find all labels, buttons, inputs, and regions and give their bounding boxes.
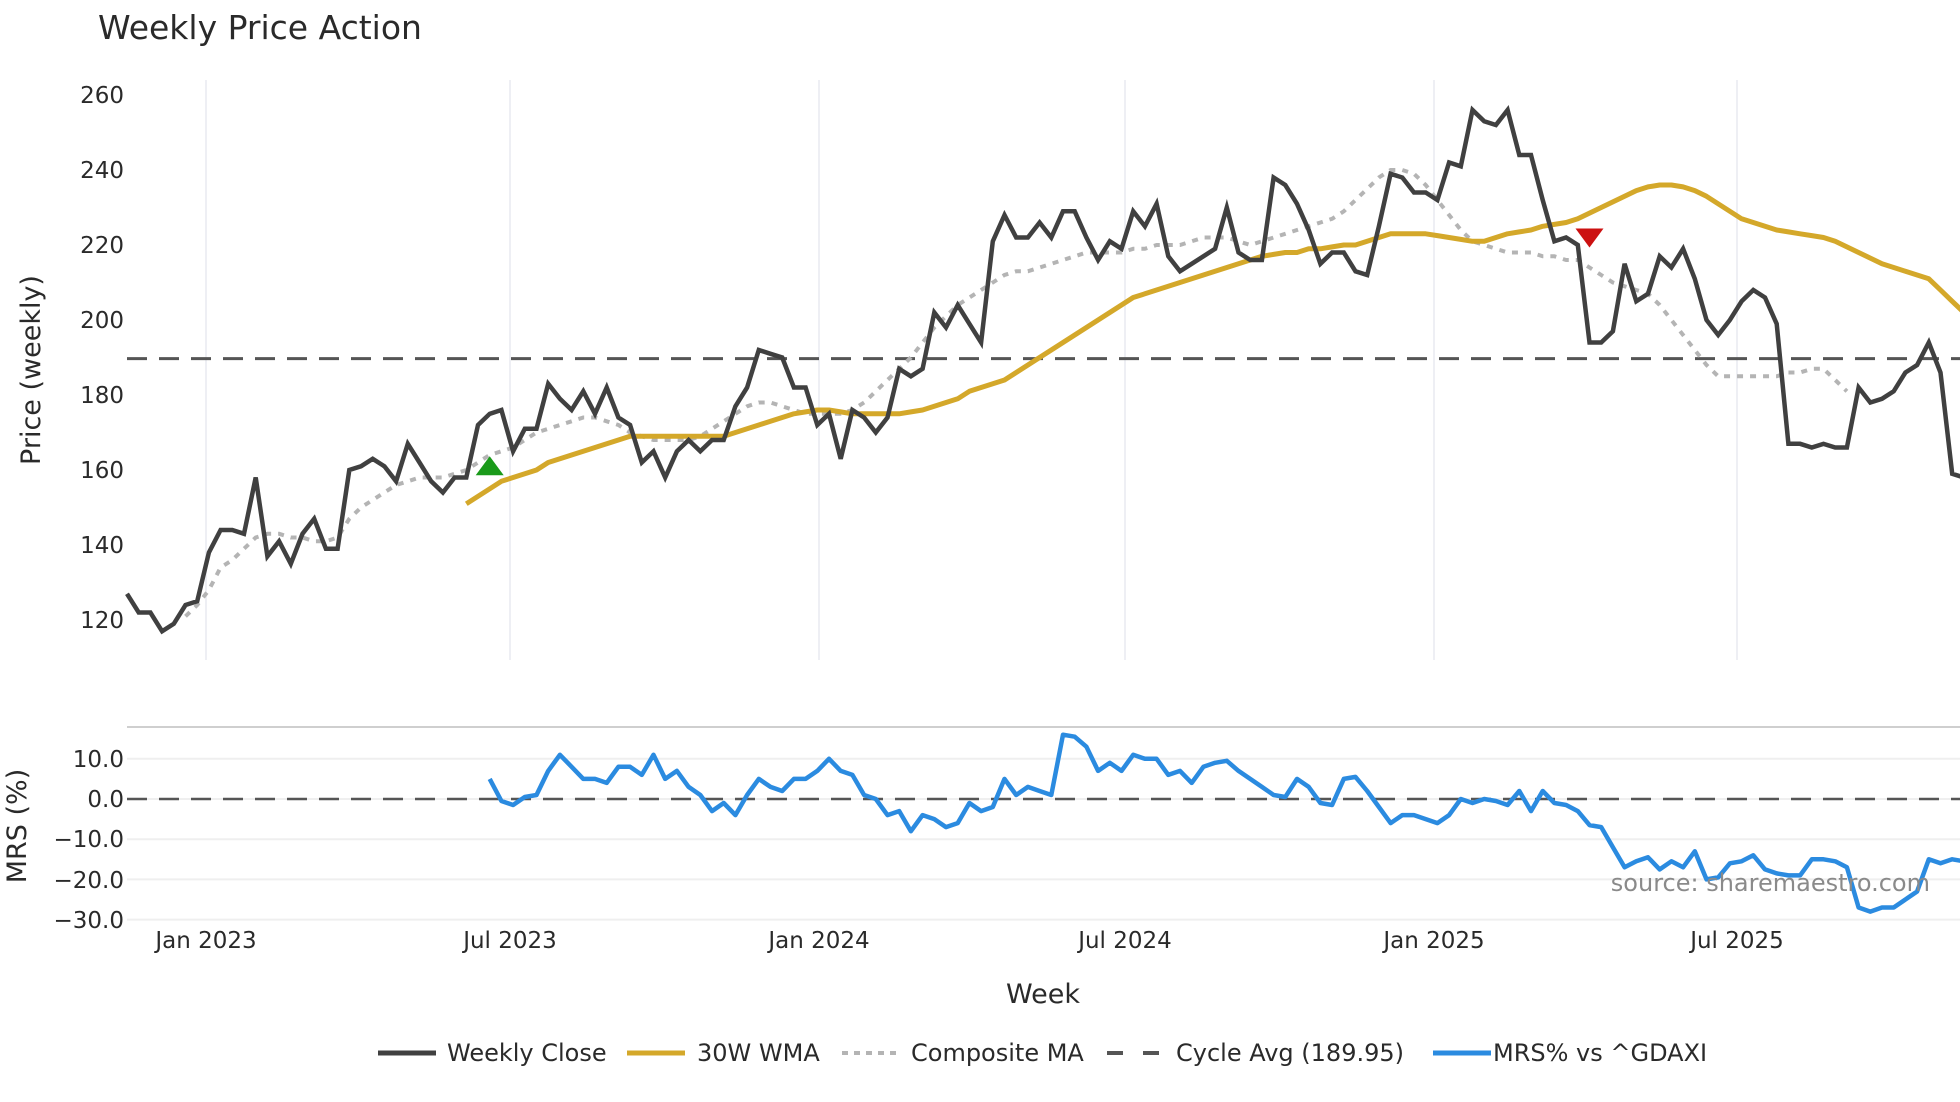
x-tick: Jan 2024 xyxy=(766,928,869,954)
y-axis-label-bottom: MRS (%) xyxy=(2,769,33,884)
y-axis-label-top: Price (weekly) xyxy=(16,275,47,465)
y-tick: 0.0 xyxy=(87,787,124,813)
legend-label: Cycle Avg (189.95) xyxy=(1176,1039,1404,1067)
x-axis: Jan 2023 Jul 2023 Jan 2024 Jul 2024 Jan … xyxy=(153,928,1783,954)
legend-label: MRS% vs ^GDAXI xyxy=(1493,1039,1707,1067)
y-tick: 220 xyxy=(80,233,124,259)
x-tick: Jul 2023 xyxy=(461,928,557,954)
weekly-close-line xyxy=(125,105,1960,635)
top-y-axis: 260 240 220 200 180 160 140 120 xyxy=(80,83,124,634)
composite-ma-line xyxy=(184,168,1849,618)
y-tick: 200 xyxy=(80,308,124,334)
x-tick: Jan 2023 xyxy=(153,928,256,954)
x-axis-label: Week xyxy=(1006,979,1080,1010)
sell-signal-triangle-icon xyxy=(1575,228,1604,248)
y-tick: −10.0 xyxy=(54,827,124,853)
wma-30w-line xyxy=(464,182,1960,506)
y-tick: −20.0 xyxy=(54,868,124,894)
y-tick: 260 xyxy=(80,83,124,109)
x-tick: Jan 2025 xyxy=(1381,928,1484,954)
y-tick: 140 xyxy=(80,533,124,559)
bottom-panel-gridlines xyxy=(127,757,1960,921)
top-panel-gridlines xyxy=(205,80,1738,660)
source-watermark: source: sharemaestro.com xyxy=(1611,869,1930,897)
mrs-line xyxy=(487,732,1960,914)
legend-label: Weekly Close xyxy=(447,1039,607,1067)
x-tick: Jul 2024 xyxy=(1076,928,1172,954)
y-tick: 180 xyxy=(80,383,124,409)
chart-title: Weekly Price Action xyxy=(98,8,422,47)
y-tick: 10.0 xyxy=(73,747,124,773)
buy-signal-triangle-icon xyxy=(475,456,504,476)
y-tick: 120 xyxy=(80,608,124,634)
legend: Weekly Close 30W WMA Composite MA Cycle … xyxy=(378,1039,1707,1067)
bottom-y-axis: 10.0 0.0 −10.0 −20.0 −30.0 xyxy=(54,747,124,934)
y-tick: 160 xyxy=(80,458,124,484)
legend-label: 30W WMA xyxy=(697,1039,820,1067)
y-tick: −30.0 xyxy=(54,908,124,934)
x-tick: Jul 2025 xyxy=(1688,928,1784,954)
legend-label: Composite MA xyxy=(911,1039,1084,1067)
y-tick: 240 xyxy=(80,158,124,184)
